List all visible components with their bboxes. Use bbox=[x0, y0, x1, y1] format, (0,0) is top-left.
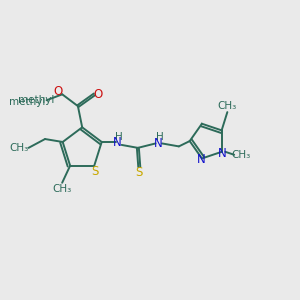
Text: CH₃: CH₃ bbox=[231, 150, 250, 160]
Text: CH₃: CH₃ bbox=[52, 184, 72, 194]
Text: O: O bbox=[53, 85, 63, 98]
Text: methyl: methyl bbox=[9, 97, 45, 107]
Text: N: N bbox=[218, 147, 226, 160]
Text: S: S bbox=[91, 165, 98, 178]
Text: N: N bbox=[154, 137, 163, 150]
Text: N: N bbox=[112, 136, 121, 149]
Text: H: H bbox=[156, 132, 164, 142]
Text: H: H bbox=[115, 132, 123, 142]
Text: N: N bbox=[197, 153, 206, 167]
Text: methyl: methyl bbox=[18, 95, 54, 105]
Text: O: O bbox=[94, 88, 103, 101]
Text: CH₃: CH₃ bbox=[10, 143, 29, 153]
Text: S: S bbox=[136, 167, 143, 179]
Text: CH₃: CH₃ bbox=[218, 100, 237, 111]
